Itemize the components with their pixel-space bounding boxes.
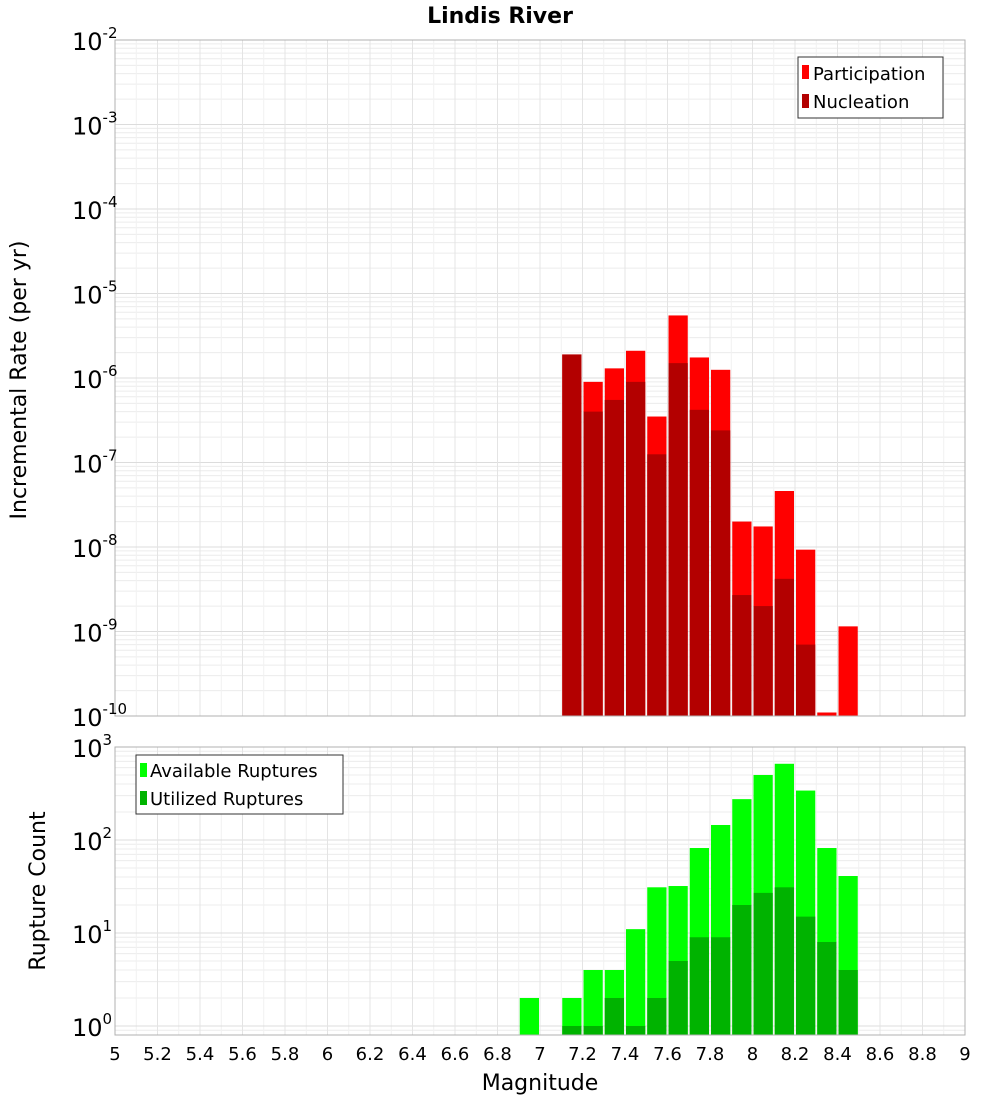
- magnitude-tick-label: 8: [747, 1044, 758, 1065]
- magnitude-tick-label: 5.4: [186, 1044, 215, 1065]
- magnitude-tick-label: 7: [534, 1044, 545, 1065]
- utilized-bar: [796, 916, 816, 1035]
- rate-legend: Participation Nucleation: [797, 56, 944, 119]
- chart-title: Lindis River: [427, 4, 573, 29]
- rate-y-tick-label: 10-7: [72, 447, 118, 479]
- rate-plot-border: [114, 39, 966, 717]
- rate-y-tick-labels: 10-10 10-9 10-8 10-7 10-6 10-5 10-4 10-3 10-2: [72, 24, 127, 732]
- magnitude-tick-label: 7.4: [611, 1044, 640, 1065]
- utilized-bar: [689, 937, 709, 1035]
- participation-bar: [817, 712, 837, 716]
- nucleation-bar: [711, 430, 731, 716]
- participation-legend-label: Participation: [813, 64, 925, 85]
- utilized-bar: [774, 887, 794, 1035]
- nucleation-bar: [753, 606, 773, 716]
- magnitude-tick-label: 6.6: [441, 1044, 470, 1065]
- participation-swatch: [802, 65, 809, 79]
- count-y-tick-label: 103: [72, 731, 112, 763]
- magnitude-tick-label: 5: [109, 1044, 120, 1065]
- nucleation-bar: [647, 454, 667, 716]
- nucleation-bar: [604, 399, 624, 716]
- nucleation-legend-label: Nucleation: [813, 92, 909, 113]
- rate-y-tick-label: 10-4: [72, 193, 118, 225]
- available-bar: [583, 969, 603, 1035]
- x-axis-label: Magnitude: [482, 1071, 599, 1096]
- magnitude-tick-label: 6.2: [356, 1044, 385, 1065]
- count-legend-box: [135, 754, 344, 815]
- magnitude-tick-label: 9: [959, 1044, 970, 1065]
- nucleation-bar: [796, 644, 816, 716]
- utilized-bar: [626, 1025, 646, 1035]
- magnitude-tick-label: 7.8: [696, 1044, 725, 1065]
- utilized-bar: [562, 1025, 582, 1035]
- nucleation-bar: [562, 354, 582, 716]
- utilized-bar: [732, 904, 752, 1035]
- rate-major-gridlines: [115, 40, 965, 716]
- available-bar: [626, 929, 646, 1035]
- rate-y-tick-label: 10-10: [72, 700, 127, 732]
- count-plot-border: [114, 746, 966, 1036]
- rate-y-tick-label: 10-8: [72, 531, 118, 563]
- magnitude-tick-label: 6.4: [398, 1044, 427, 1065]
- rate-y-tick-label: 10-2: [72, 24, 118, 56]
- rate-y-tick-label: 10-5: [72, 278, 118, 310]
- utilized-bar: [817, 942, 837, 1035]
- participation-bar: [838, 626, 858, 716]
- count-legend: Available Ruptures Utilized Ruptures: [135, 754, 344, 815]
- count-bars: [519, 763, 858, 1035]
- available-bar: [519, 997, 539, 1035]
- magnitude-tick-label: 8.2: [781, 1044, 810, 1065]
- rate-panel: 10-10 10-9 10-8 10-7 10-6 10-5 10-4 10-3 10-2 In…: [7, 24, 966, 732]
- magnitude-tick-label: 8.6: [866, 1044, 895, 1065]
- nucleation-bar: [774, 578, 794, 716]
- magnitude-tick-label: 5.6: [228, 1044, 257, 1065]
- available-legend-label: Available Ruptures: [150, 761, 318, 782]
- rate-y-axis-label: Incremental Rate (per yr): [7, 241, 32, 520]
- utilized-swatch: [140, 791, 147, 805]
- nucleation-bar: [668, 363, 688, 716]
- utilized-bar: [668, 960, 688, 1035]
- rate-legend-box: [797, 56, 944, 119]
- utilized-bar: [583, 1025, 603, 1035]
- nucleation-bar: [732, 595, 752, 716]
- magnitude-tick-label: 6.8: [483, 1044, 512, 1065]
- utilized-bar: [604, 997, 624, 1035]
- nucleation-swatch: [802, 94, 809, 108]
- count-y-axis-label: Rupture Count: [26, 811, 51, 971]
- rate-y-tick-label: 10-6: [72, 362, 118, 394]
- utilized-bar: [838, 969, 858, 1035]
- count-y-tick-labels: 100 101 102 103: [72, 731, 112, 1042]
- count-panel: 100 101 102 103 5 5.2 5.4 5.6 5.8 6 6.2 6.4 6.6 6.8 7…: [26, 731, 971, 1096]
- utilized-bar: [647, 997, 667, 1035]
- nucleation-bar: [626, 381, 646, 716]
- rate-bars: [562, 315, 858, 716]
- magnitude-tick-label: 8.4: [823, 1044, 852, 1065]
- magnitude-tick-labels: 5 5.2 5.4 5.6 5.8 6 6.2 6.4 6.6 6.8 7 7.2 7.4 7.6 7.8 8…: [109, 1044, 970, 1065]
- available-bar: [562, 997, 582, 1035]
- count-y-tick-label: 100: [72, 1010, 112, 1042]
- nucleation-bar: [583, 411, 603, 716]
- available-swatch: [140, 763, 147, 777]
- magnitude-tick-label: 5.8: [271, 1044, 300, 1065]
- rate-y-tick-label: 10-3: [72, 109, 118, 141]
- magnitude-tick-label: 7.6: [653, 1044, 682, 1065]
- magnitude-tick-label: 5.2: [143, 1044, 172, 1065]
- utilized-legend-label: Utilized Ruptures: [150, 789, 303, 810]
- utilized-bar: [711, 937, 731, 1035]
- count-y-tick-label: 101: [72, 917, 112, 949]
- count-y-tick-label: 102: [72, 824, 112, 856]
- magnitude-tick-label: 7.2: [568, 1044, 597, 1065]
- nucleation-bar: [689, 409, 709, 716]
- magnitude-tick-label: 6: [322, 1044, 333, 1065]
- magnitude-tick-label: 8.8: [908, 1044, 937, 1065]
- rate-y-tick-label: 10-9: [72, 616, 118, 648]
- utilized-bar: [753, 892, 773, 1035]
